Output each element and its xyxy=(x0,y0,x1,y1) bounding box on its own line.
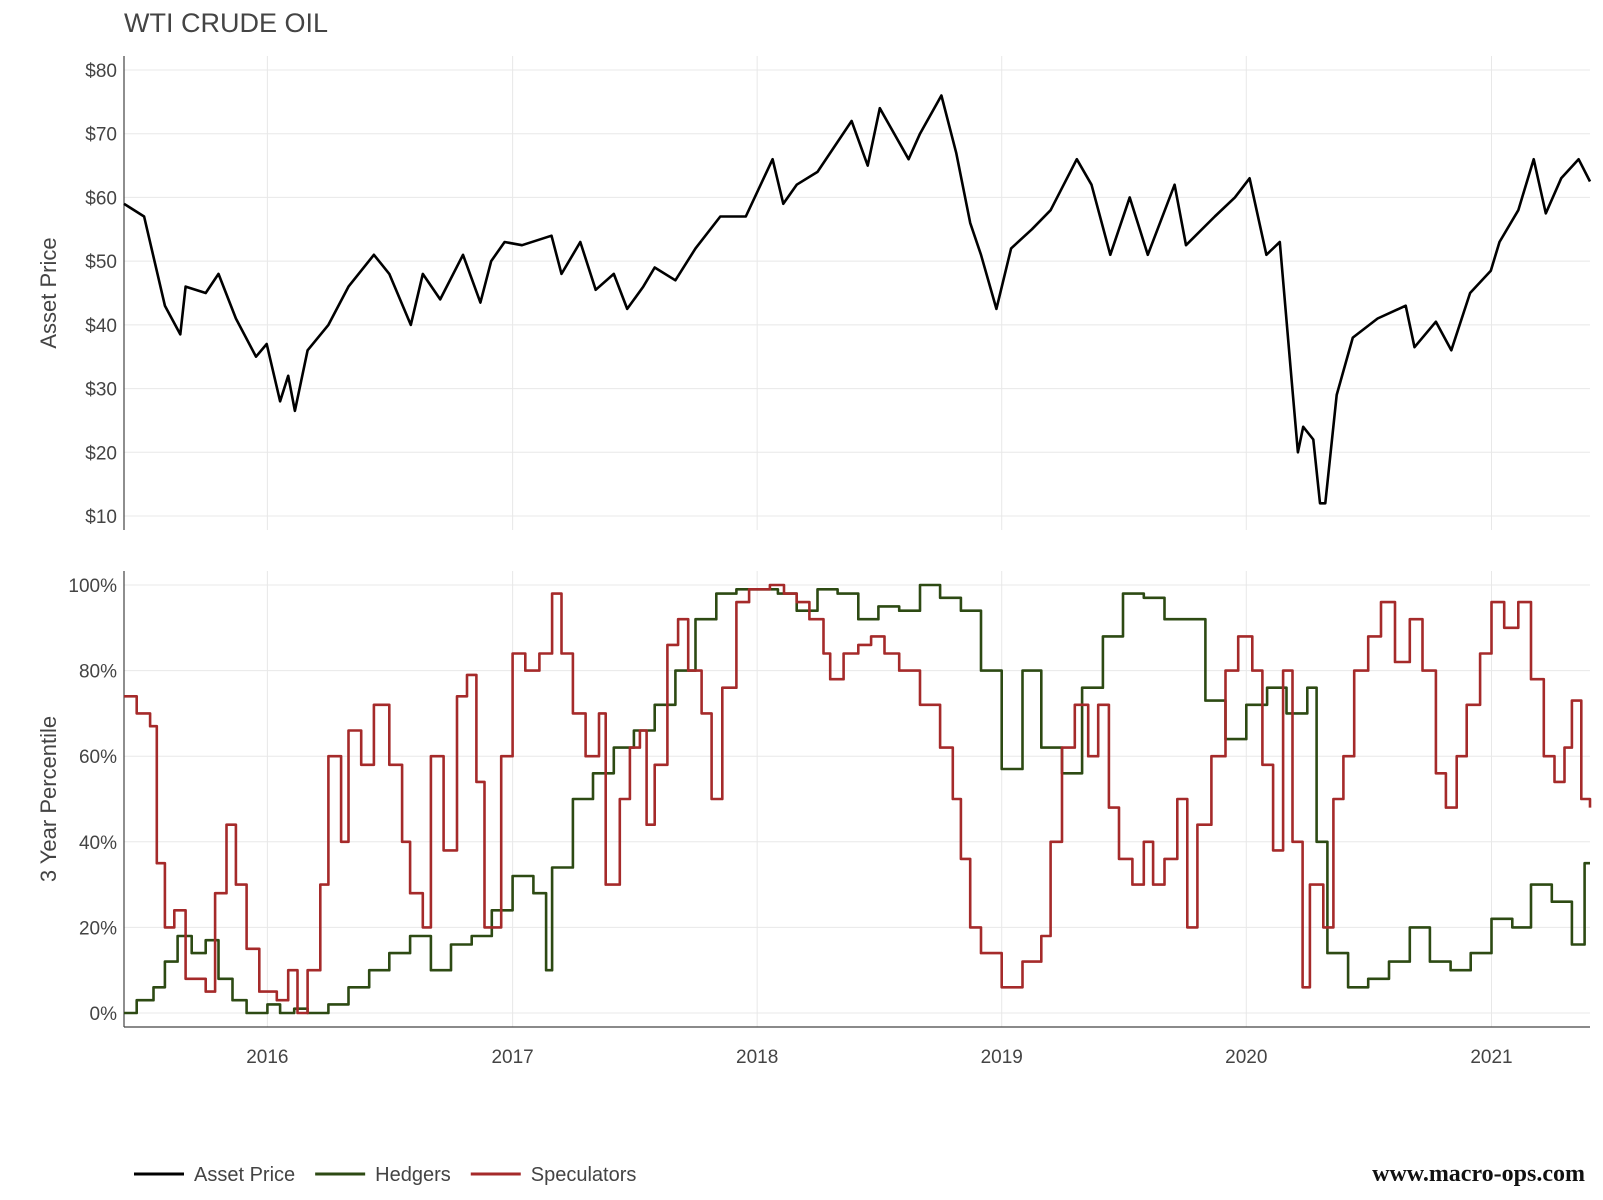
legend-label: Speculators xyxy=(531,1164,637,1186)
watermark-text: www.macro-ops.com xyxy=(1372,1161,1585,1187)
y-tick-label: $40 xyxy=(85,316,117,337)
y-tick-label: $60 xyxy=(85,188,117,209)
legend-item-hedgers[interactable]: Hedgers xyxy=(315,1164,451,1186)
series-line-asset-price xyxy=(123,94,1592,505)
y-tick-label: $30 xyxy=(85,380,117,401)
x-tick-label: 2018 xyxy=(736,1047,778,1068)
y-tick-label: 100% xyxy=(68,576,117,597)
panel-1: $10 $20 $30 $40 $50 $60 $70 $80 Asset Price xyxy=(36,56,1592,530)
y-tick-label: 20% xyxy=(79,918,117,939)
x-tick-label: 2016 xyxy=(246,1047,288,1068)
panel-2: 0% 20% 40% 60% 80% 100% 3 Year Percentile 2016 2… xyxy=(36,571,1592,1068)
x-tick-label: 2017 xyxy=(491,1047,533,1068)
chart-legend: Asset Price Hedgers Speculators xyxy=(134,1164,636,1186)
y-tick-label: 0% xyxy=(90,1004,118,1025)
x-tick-label: 2020 xyxy=(1225,1047,1267,1068)
y-tick-label: 40% xyxy=(79,833,117,854)
y-tick-label: $70 xyxy=(85,125,117,146)
y-axis-title: Asset Price xyxy=(36,237,61,348)
y-tick-label: $50 xyxy=(85,252,117,273)
legend-item-speculators[interactable]: Speculators xyxy=(470,1164,637,1186)
y-tick-label: $20 xyxy=(85,443,117,464)
legend-label: Hedgers xyxy=(375,1164,451,1186)
x-tick-label: 2019 xyxy=(981,1047,1023,1068)
series-line-speculators xyxy=(124,583,1592,1015)
y-tick-label: 80% xyxy=(79,662,117,683)
y-tick-label: $10 xyxy=(85,507,117,528)
chart-panels: $10 $20 $30 $40 $50 $60 $70 $80 Asset Price 0% 20%… xyxy=(36,56,1592,1068)
y-tick-label: $80 xyxy=(85,61,117,82)
legend-item-asset-price[interactable]: Asset Price xyxy=(134,1164,295,1186)
y-tick-label: 60% xyxy=(79,747,117,768)
x-tick-label: 2021 xyxy=(1470,1047,1512,1068)
chart-title: WTI CRUDE OIL xyxy=(124,8,328,38)
legend-label: Asset Price xyxy=(194,1164,295,1186)
y-axis-title: 3 Year Percentile xyxy=(36,716,61,882)
